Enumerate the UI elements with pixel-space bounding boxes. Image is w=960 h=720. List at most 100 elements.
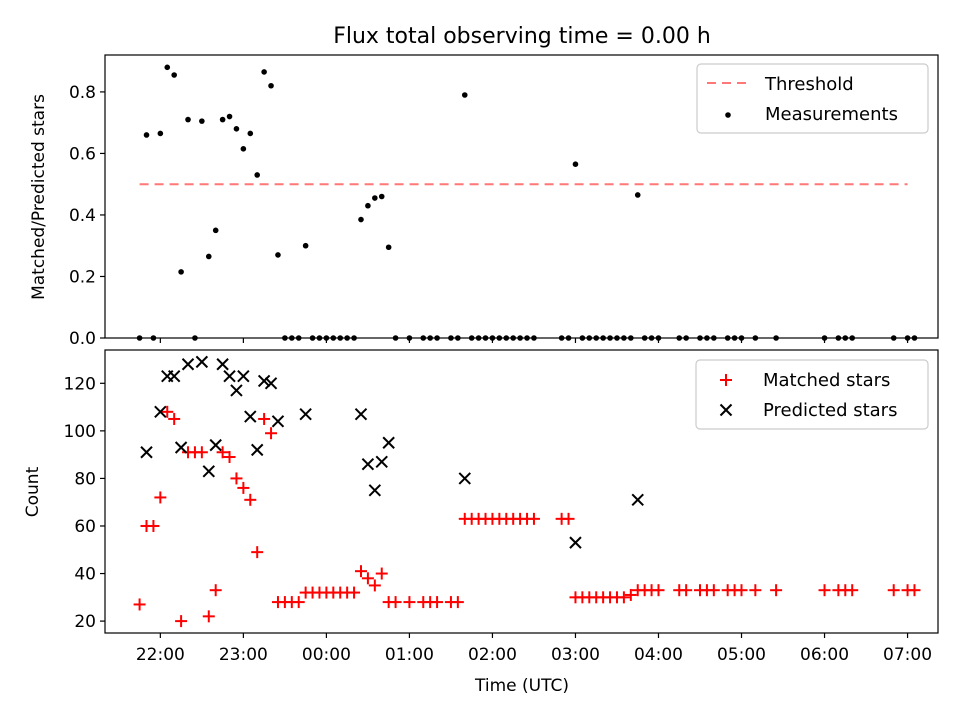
matched-star-point: [652, 584, 665, 597]
measurement-point: [641, 335, 648, 341]
count-points: [133, 355, 921, 628]
legend-cross-marker: [719, 403, 733, 417]
measurement-point: [593, 335, 600, 341]
x-tick-label: 05:00: [717, 645, 766, 665]
measurement-point: [711, 335, 717, 341]
measurement-points: [136, 64, 918, 341]
measurement-point: [295, 335, 302, 341]
measurement-point: [254, 172, 261, 178]
measurement-point: [247, 130, 254, 137]
x-tick-label: 04:00: [634, 645, 683, 665]
matched-star-point: [403, 596, 416, 609]
predicted-star-point: [354, 408, 368, 421]
matched-star-point: [617, 591, 630, 604]
measurement-point: [503, 335, 510, 341]
measurement-point: [738, 335, 745, 341]
matched-star-point: [195, 446, 208, 459]
measurement-point: [697, 335, 703, 341]
predicted-star-point: [202, 465, 215, 478]
x-tick-label: 01:00: [385, 645, 434, 665]
matched-star-point: [133, 598, 146, 611]
matched-star-point: [375, 567, 388, 580]
matched-star-point: [749, 584, 762, 597]
matched-star-point: [154, 491, 167, 504]
matched-star-point: [265, 427, 278, 440]
measurement-point: [136, 335, 143, 341]
measurement-point: [330, 335, 337, 341]
legend-measurements-icon: [725, 112, 731, 118]
matched-star-point: [258, 412, 271, 425]
measurement-point: [323, 335, 330, 341]
matched-star-point: [223, 451, 236, 464]
measurement-point: [316, 335, 323, 341]
measurement-point: [724, 335, 731, 341]
predicted-star-point: [237, 369, 250, 383]
measurement-point: [607, 335, 613, 341]
y-tick-label: 0.2: [69, 267, 96, 287]
y-tick-label: 0.8: [69, 83, 96, 103]
legend-threshold-label: Threshold: [764, 74, 854, 95]
measurement-point: [558, 335, 565, 341]
measurement-point: [233, 126, 240, 132]
x-tick-label: 22:00: [136, 645, 185, 665]
measurement-point: [448, 335, 454, 341]
measurement-point: [835, 335, 842, 341]
measurement-point: [185, 116, 191, 123]
y-tick-label: 0.4: [69, 206, 96, 226]
bottom-plot-frame: [104, 349, 939, 634]
matched-star-point: [147, 519, 160, 532]
predicted-star-point: [251, 443, 264, 457]
legend-predicted-label: Predicted stars: [763, 400, 897, 421]
y-tick-label: 20: [74, 612, 96, 632]
bottom-y-ticks: 20 40 60 80 100 120: [64, 374, 105, 632]
top-legend: Threshold Measurements: [696, 63, 929, 134]
legend-measurements-label: Measurements: [765, 104, 898, 125]
predicted-star-point: [368, 484, 382, 497]
legend-matched-label: Matched stars: [763, 370, 890, 391]
measurement-point: [150, 335, 157, 341]
y-tick-label: 0.0: [69, 329, 96, 349]
x-tick-label: 02:00: [468, 645, 517, 665]
predicted-star-point: [361, 457, 375, 471]
matched-star-point: [908, 584, 921, 597]
measurement-point: [302, 242, 309, 249]
matched-star-point: [354, 565, 367, 578]
measurement-point: [849, 335, 856, 341]
measurement-point: [676, 335, 683, 341]
predicted-star-point: [216, 358, 229, 371]
measurement-point: [648, 335, 655, 341]
measurement-point: [337, 335, 344, 341]
predicted-star-point: [174, 441, 188, 454]
x-tick-label: 23:00: [219, 645, 268, 665]
measurement-point: [683, 335, 689, 341]
measurement-point: [282, 335, 288, 341]
bottom-legend: Matched stars Predicted stars: [695, 359, 929, 430]
top-legend-box: [696, 63, 929, 134]
measurement-point: [219, 116, 226, 123]
measurement-point: [378, 193, 385, 200]
matched-star-point: [237, 481, 250, 494]
measurement-point: [904, 335, 911, 341]
measurement-point: [489, 335, 496, 341]
matched-star-point: [846, 584, 859, 597]
y-tick-label: 100: [64, 422, 96, 442]
measurement-point: [461, 92, 468, 98]
matched-star-point: [562, 512, 575, 525]
measurement-point: [600, 335, 606, 341]
measurement-point: [704, 335, 710, 341]
predicted-star-point: [257, 374, 271, 388]
measurement-point: [275, 252, 281, 258]
matched-star-point: [770, 584, 783, 597]
matched-star-point: [527, 512, 540, 525]
measurement-point: [406, 335, 413, 341]
predicted-star-point: [382, 436, 395, 449]
measurement-point: [890, 335, 897, 341]
measurement-point: [178, 269, 184, 275]
measurement-point: [392, 335, 399, 341]
predicted-star-point: [167, 369, 181, 383]
x-tick-label: 00:00: [302, 645, 351, 665]
measurement-point: [621, 335, 627, 341]
measurement-point: [842, 335, 849, 341]
measurement-point: [572, 161, 579, 168]
predicted-star-point: [195, 355, 209, 369]
